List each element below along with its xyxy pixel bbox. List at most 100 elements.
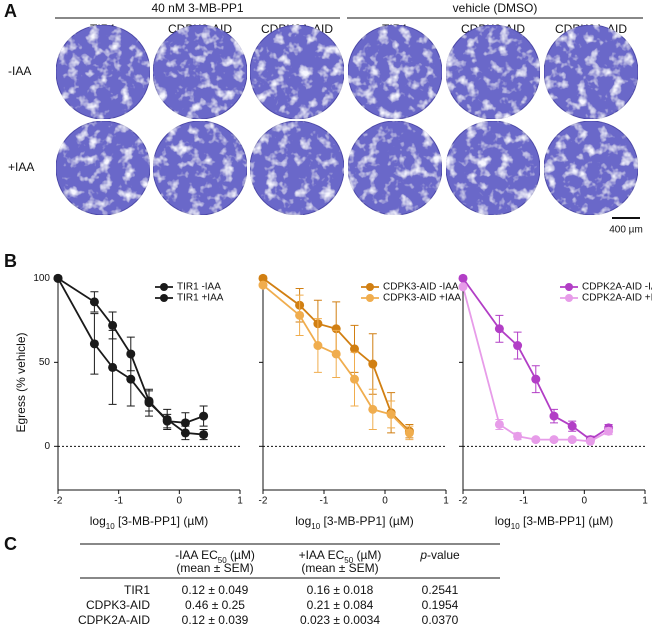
data-point — [162, 414, 172, 424]
table-cell: 0.46 ± 0.25 — [185, 598, 245, 612]
plaque-well — [249, 120, 345, 216]
row-label: +IAA — [8, 160, 34, 174]
plaque-well — [543, 24, 639, 120]
data-point — [199, 430, 209, 440]
legend-label: TIR1 +IAA — [177, 293, 224, 304]
data-point — [549, 411, 559, 421]
data-point — [295, 310, 305, 320]
plaque-well — [152, 24, 248, 120]
plaque-well — [347, 120, 443, 216]
data-point — [567, 435, 577, 445]
data-point — [331, 349, 341, 359]
plaque-well — [152, 120, 248, 216]
plaque-well — [55, 120, 151, 216]
x-tick-label: -1 — [519, 496, 528, 507]
text-part: [3-MB-PP1] (µM) — [320, 514, 414, 528]
legend-marker — [160, 283, 168, 291]
text-part: -value — [427, 548, 460, 562]
data-point — [350, 374, 359, 384]
data-point — [585, 436, 595, 446]
data-point — [531, 435, 541, 445]
x-tick-label: 0 — [582, 496, 588, 507]
data-point — [458, 282, 468, 292]
data-point — [126, 374, 136, 384]
text-part: (µM) — [227, 548, 255, 562]
legend-label: CDPK3-AID +IAA — [383, 293, 461, 304]
data-point — [180, 428, 190, 438]
data-point — [89, 339, 99, 349]
plaque-well — [445, 120, 541, 216]
y-tick-label: 100 — [33, 273, 50, 284]
table-header: -IAA EC50 (µM) — [175, 548, 255, 564]
data-point — [89, 297, 99, 307]
data-point — [404, 428, 414, 438]
data-point — [368, 404, 378, 414]
data-point — [386, 409, 396, 419]
data-point — [513, 431, 523, 441]
data-point — [53, 273, 63, 283]
legend-label: CDPK2A-AID +IAA — [582, 293, 652, 304]
text-part: 50 — [218, 556, 227, 565]
text-part: p — [419, 548, 427, 562]
table-header: (mean ± SEM) — [301, 561, 378, 575]
legend-label: TIR1 -IAA — [177, 282, 221, 293]
scale-bar-label: 400 µm — [609, 225, 643, 236]
text-part: (µM) — [353, 548, 381, 562]
data-point — [531, 374, 541, 384]
text-part: [3-MB-PP1] (µM) — [115, 514, 209, 528]
legend-marker — [366, 294, 374, 302]
data-point — [199, 411, 209, 421]
data-point — [313, 341, 323, 351]
text-part: 10 — [106, 522, 115, 531]
data-point — [494, 324, 504, 334]
data-point — [331, 324, 341, 334]
plaque-well — [55, 24, 151, 120]
x-tick-label: -1 — [114, 496, 123, 507]
plaque-well — [445, 24, 541, 120]
table-cell: CDPK2A-AID — [78, 613, 150, 627]
data-point — [108, 320, 118, 330]
x-tick-label: -1 — [320, 496, 329, 507]
table-cell: CDPK3-AID — [86, 598, 150, 612]
table-cell: 0.0370 — [422, 613, 459, 627]
legend-label: CDPK2A-AID -IAA — [582, 282, 652, 293]
x-axis-label: log10 [3-MB-PP1] (µM) — [495, 514, 614, 530]
group-label: 40 nM 3-MB-PP1 — [151, 1, 243, 15]
table-cell: 0.1954 — [422, 598, 459, 612]
table-cell: 0.023 ± 0.0034 — [300, 613, 380, 627]
text-part: log — [495, 514, 511, 528]
data-point — [604, 426, 614, 436]
legend-marker — [565, 283, 573, 291]
data-point — [549, 435, 559, 445]
data-point — [458, 273, 468, 283]
data-point — [513, 341, 523, 351]
text-part: 10 — [311, 522, 320, 531]
legend-marker — [160, 294, 168, 302]
text-part: -IAA EC — [175, 548, 218, 562]
x-tick-label: 1 — [237, 496, 243, 507]
panel-label: A — [4, 1, 17, 21]
panel-label: B — [4, 251, 17, 271]
data-point — [368, 359, 378, 369]
table-header: +IAA EC50 (µM) — [299, 548, 382, 564]
data-point — [258, 273, 268, 283]
panel-label: C — [4, 534, 17, 554]
table-cell: 0.2541 — [422, 583, 459, 597]
x-axis-label: log10 [3-MB-PP1] (µM) — [295, 514, 414, 530]
x-tick-label: -2 — [459, 496, 468, 507]
data-point — [108, 362, 118, 372]
plaque-well — [347, 24, 443, 120]
plaque-well — [543, 120, 639, 216]
legend-marker — [366, 283, 374, 291]
table-cell: 0.12 ± 0.039 — [182, 613, 249, 627]
y-tick-label: 0 — [44, 441, 50, 452]
text-part: [3-MB-PP1] (µM) — [520, 514, 614, 528]
group-label: vehicle (DMSO) — [453, 1, 538, 15]
text-part: 10 — [511, 522, 520, 531]
table-cell: TIR1 — [124, 583, 150, 597]
data-point — [350, 344, 359, 354]
table-cell: 0.21 ± 0.084 — [307, 598, 374, 612]
y-axis-label: Egress (% vehicle) — [14, 332, 28, 432]
y-tick-label: 50 — [39, 357, 51, 368]
